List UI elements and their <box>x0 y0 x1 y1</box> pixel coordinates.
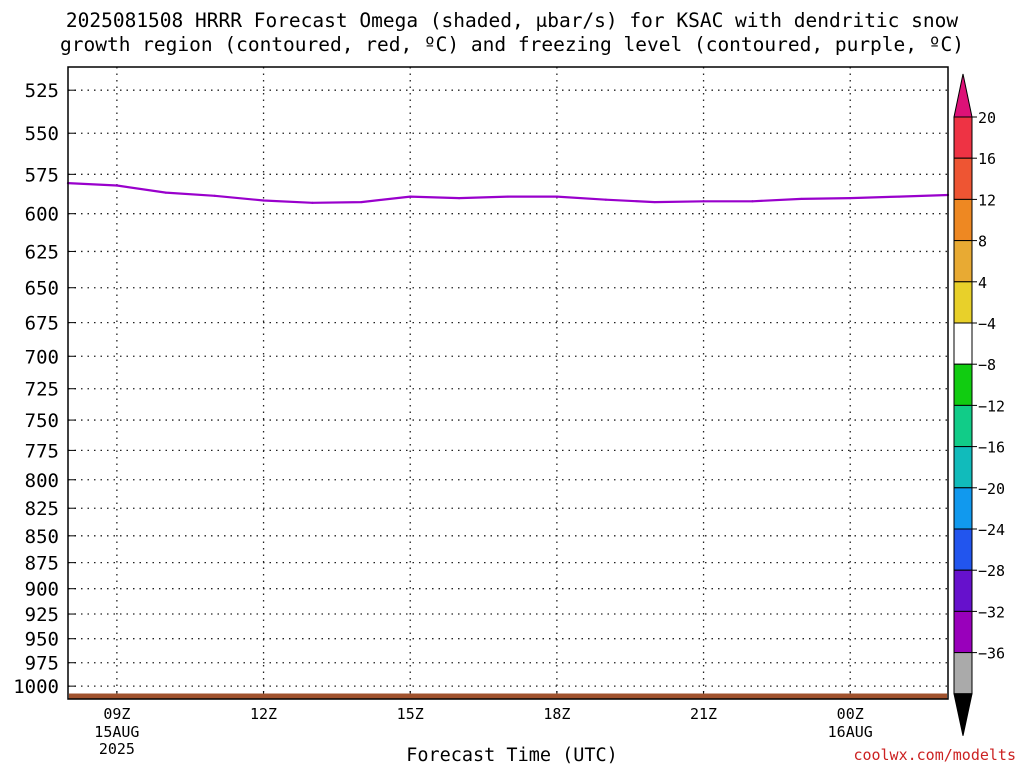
colorbar-swatch <box>953 569 973 612</box>
freezing-level-point <box>506 195 510 198</box>
colorbar-label: −16 <box>978 439 1005 457</box>
colorbar-label: −32 <box>978 603 1005 621</box>
freezing-level-point <box>898 195 901 198</box>
y-tick-label: 700 <box>25 346 59 368</box>
y-tick-label: 550 <box>25 123 59 145</box>
freezing-level-point <box>115 184 118 187</box>
x-axis-label: Forecast Time (UTC) <box>406 745 618 766</box>
freezing-level-point <box>751 200 754 203</box>
y-tick-label: 975 <box>25 653 59 675</box>
y-tick-label: 675 <box>25 313 59 335</box>
colorbar-swatch <box>953 322 973 365</box>
colorbar-label: 8 <box>978 233 987 251</box>
colorbar-swatch <box>953 363 973 406</box>
freezing-level-point <box>702 200 705 203</box>
x-tick-date-label: 15AUG <box>94 723 139 741</box>
colorbar-swatch <box>953 652 973 695</box>
freezing-level-point <box>262 199 265 202</box>
x-tick-label: 21Z <box>690 705 717 723</box>
freezing-level-line <box>67 182 949 204</box>
colorbar-swatch <box>953 610 973 654</box>
freezing-level-point <box>555 195 558 198</box>
colorbar-label: −28 <box>978 562 1005 580</box>
freezing-level-point <box>458 197 461 200</box>
freezing-level-point <box>311 201 314 204</box>
chart-title-line-1: 2025081508 HRRR Forecast Omega (shaded, … <box>65 9 959 32</box>
freezing-level-point <box>604 198 607 201</box>
site-credit-link[interactable]: coolwx.com/modelts <box>853 746 1016 764</box>
colorbar-label: −4 <box>978 315 996 333</box>
y-tick-label: 800 <box>25 470 59 492</box>
freezing-level-point <box>409 195 412 198</box>
colorbar-swatch <box>953 116 973 159</box>
freezing-level-point <box>164 191 167 194</box>
colorbar-bottom-arrow <box>953 693 973 736</box>
freezing-level-point <box>360 200 363 204</box>
colorbar-swatch <box>953 198 973 242</box>
plot-border <box>67 66 949 700</box>
y-tick-label: 725 <box>25 379 59 401</box>
colorbar-swatch <box>953 404 973 448</box>
freezing-level-point <box>800 197 803 201</box>
y-tick-label: 875 <box>25 553 59 575</box>
x-tick-label: 12Z <box>250 705 277 723</box>
freezing-level-point <box>213 194 216 197</box>
x-tick-label: 18Z <box>543 705 570 723</box>
y-tick-label: 850 <box>25 526 59 548</box>
colorbar-label: 4 <box>978 274 987 292</box>
y-tick-label: 600 <box>25 204 59 226</box>
colorbar-label: −24 <box>978 521 1005 539</box>
colorbar-swatch <box>953 157 973 200</box>
y-tick-label: 825 <box>25 498 59 520</box>
y-tick-label: 900 <box>25 579 59 601</box>
y-tick-label: 925 <box>25 604 59 626</box>
colorbar-swatch <box>953 240 973 283</box>
x-tick-label: 09Z <box>103 705 130 723</box>
colorbar-swatch <box>953 528 973 571</box>
colorbar-label: 16 <box>978 150 996 168</box>
x-tick-year-label: 2025 <box>99 740 135 758</box>
y-tick-label: 625 <box>25 241 59 263</box>
y-tick-label: 950 <box>25 629 59 651</box>
colorbar-swatch <box>953 281 973 324</box>
colorbar-label: 12 <box>978 191 996 209</box>
x-tick-label: 15Z <box>397 705 424 723</box>
colorbar-swatch <box>953 487 973 530</box>
colorbar-label: 20 <box>978 109 996 127</box>
surface-band <box>69 693 947 699</box>
y-tick-label: 650 <box>25 278 59 300</box>
y-tick-label: 750 <box>25 410 59 432</box>
colorbar-label: −12 <box>978 397 1005 415</box>
colorbar-label: −36 <box>978 645 1005 663</box>
chart-title-line-2: growth region (contoured, red, ºC) and f… <box>60 33 964 56</box>
y-tick-label: 575 <box>25 164 59 186</box>
freezing-level-point <box>849 197 852 200</box>
y-tick-label: 775 <box>25 440 59 462</box>
x-tick-label: 00Z <box>837 705 864 723</box>
x-tick-date-label: 16AUG <box>828 723 873 741</box>
colorbar-label: −20 <box>978 480 1005 498</box>
colorbar-swatch <box>953 446 973 489</box>
y-tick-label: 1000 <box>13 676 59 698</box>
colorbar-top-arrow <box>953 73 973 118</box>
y-tick-label: 525 <box>25 80 59 102</box>
freezing-level-point <box>653 200 656 204</box>
colorbar-label: −8 <box>978 356 996 374</box>
